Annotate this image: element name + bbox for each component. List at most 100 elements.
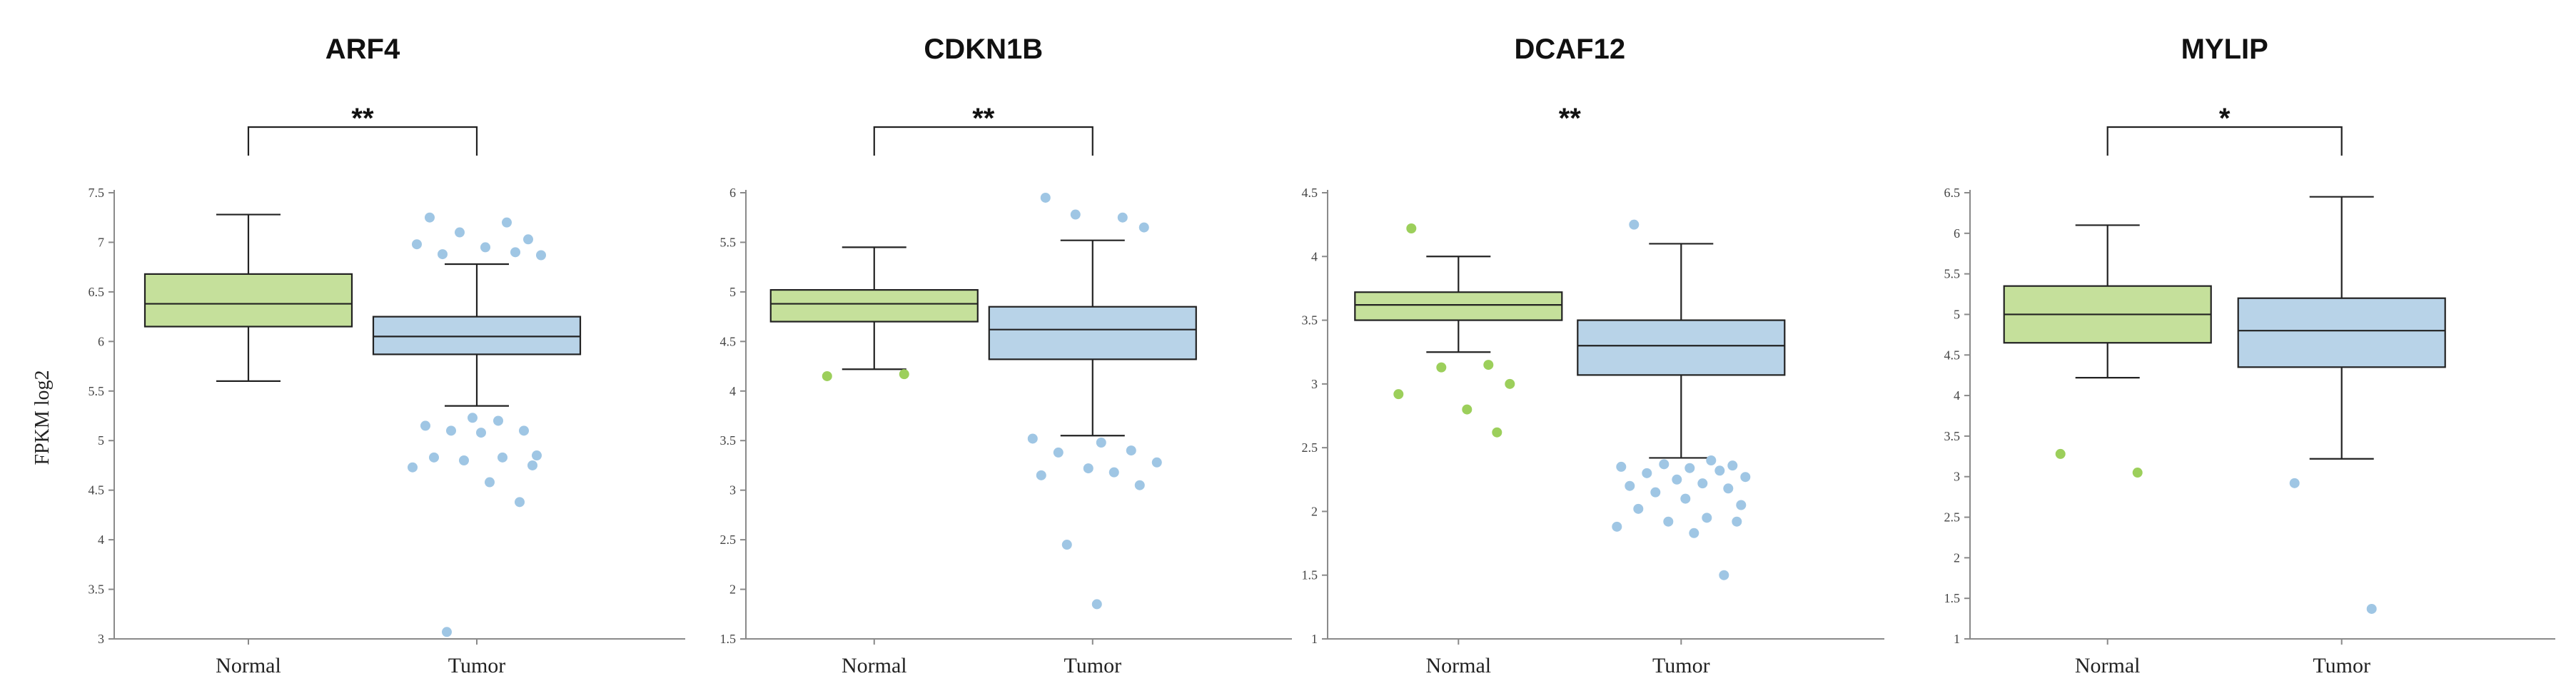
outlier-point: [429, 452, 439, 463]
outlier-point: [1697, 478, 1708, 489]
outlier-point: [2366, 603, 2377, 614]
x-tick-label: Tumor: [1064, 654, 1121, 677]
outlier-point: [1663, 516, 1674, 527]
outlier-point: [1061, 540, 1072, 550]
outlier-point: [502, 217, 512, 228]
outlier-point: [1650, 487, 1661, 498]
y-tick-label: 1: [1311, 632, 1318, 646]
chart-title: MYLIP: [2181, 34, 2268, 65]
outlier-point: [1732, 516, 1742, 527]
outlier-point: [1723, 483, 1734, 494]
outlier-point: [1680, 493, 1691, 504]
y-tick-label: 2: [1311, 504, 1318, 518]
chart-title: ARF4: [325, 34, 400, 65]
box-tumor: [988, 192, 1197, 610]
outlier-point: [515, 497, 525, 508]
y-tick-label: 3: [98, 632, 104, 646]
outlier-point: [1483, 360, 1494, 370]
outlier-point: [1096, 438, 1106, 448]
box-iqr: [988, 306, 1197, 360]
outlier-point: [1083, 463, 1093, 474]
outlier-point: [1134, 480, 1145, 490]
chart-arf4: ARF4 ** 3 3.5 4 4.5 5 5.5 6 6.5 7 7.5 Normal Tumor: [89, 34, 685, 677]
y-tick-label: 3: [1311, 377, 1318, 391]
significance-bracket: [247, 126, 478, 156]
outlier-point: [1642, 468, 1652, 478]
outlier-point: [420, 420, 430, 431]
outlier-point: [1714, 465, 1725, 476]
box-iqr: [372, 316, 582, 355]
outlier-point: [510, 247, 520, 258]
y-tick-label: 5.5: [720, 235, 737, 249]
chart-cdkn1b: CDKN1B ** 1.5 2 2.5 3 3.5 4 4.5 5 5.5 6 Normal Tumor: [720, 34, 1292, 677]
outlier-point: [476, 428, 486, 438]
outlier-point: [1736, 500, 1747, 510]
outlier-point: [1108, 467, 1119, 478]
y-tick-label: 4: [98, 533, 104, 547]
y-tick-label: 3.5: [720, 433, 737, 448]
outlier-point: [1492, 427, 1502, 438]
y-tick-label: 3.5: [1944, 429, 1961, 443]
x-tick-label: Normal: [842, 654, 907, 677]
outlier-point: [2289, 478, 2300, 488]
box-iqr: [2237, 297, 2446, 368]
outlier-point: [1040, 192, 1051, 203]
outlier-point: [536, 250, 546, 261]
outlier-point: [1091, 599, 1102, 610]
outlier-point: [1625, 480, 1635, 491]
y-tick-label: 4.5: [1302, 186, 1318, 200]
x-tick-label: Normal: [1425, 654, 1491, 677]
chart-dcaf12: DCAF12 ** 1 1.5 2 2.5 3 3.5 4 4.5 Normal Tumor: [1302, 34, 1884, 677]
outlier-point: [1689, 528, 1699, 538]
x-tick-label: Tumor: [1652, 654, 1710, 677]
box-iqr: [1577, 319, 1786, 376]
outlier-point: [1117, 212, 1128, 223]
outlier-point: [1036, 470, 1046, 480]
y-tick-label: 2: [729, 582, 736, 597]
outlier-point: [1684, 463, 1695, 473]
significance-bracket: [873, 126, 1093, 156]
outlier-point: [1436, 362, 1447, 373]
significance-label: **: [351, 103, 374, 134]
outlier-point: [459, 455, 469, 465]
box-tumor: [372, 212, 582, 637]
y-tick-label: 1.5: [1302, 568, 1318, 582]
y-tick-label: 5.5: [1944, 267, 1961, 281]
y-tick-label: 5: [1954, 307, 1960, 321]
outlier-point: [1629, 219, 1640, 230]
box-normal: [1354, 223, 1563, 438]
outlier-point: [1612, 521, 1622, 532]
outlier-point: [899, 369, 909, 380]
outlier-point: [485, 477, 495, 488]
box-iqr: [1354, 291, 1563, 321]
chart-mylip: MYLIP * 1 1.5 2 2.5 3 3.5 4 4.5 5 5.5 6 6.5 Normal Tumo…: [1944, 34, 2555, 677]
outlier-point: [1706, 455, 1717, 465]
y-tick-label: 7.5: [89, 186, 105, 200]
box-normal: [769, 246, 979, 381]
y-tick-label: 7: [98, 235, 104, 249]
y-axis-label: FPKM log2: [31, 370, 54, 465]
y-tick-label: 4.5: [89, 483, 105, 498]
x-tick-label: Normal: [216, 654, 281, 677]
outlier-point: [455, 227, 465, 238]
y-tick-label: 3: [1954, 470, 1960, 484]
box-tumor: [1577, 219, 1786, 580]
outlier-point: [1719, 570, 1729, 580]
outlier-point: [480, 242, 490, 253]
outlier-point: [493, 415, 503, 426]
significance-label: **: [972, 103, 995, 134]
outlier-point: [1505, 378, 1515, 389]
outlier-point: [2132, 468, 2143, 478]
y-tick-label: 3: [729, 483, 736, 498]
y-tick-label: 3.5: [89, 582, 105, 597]
outlier-point: [408, 462, 418, 473]
y-tick-label: 6: [729, 186, 736, 200]
outlier-point: [1740, 472, 1751, 483]
outlier-point: [527, 460, 537, 470]
outlier-point: [822, 370, 832, 381]
y-tick-label: 4: [729, 384, 736, 398]
y-tick-label: 1.5: [1944, 591, 1961, 605]
outlier-point: [1659, 459, 1670, 470]
box-normal: [2003, 224, 2212, 478]
